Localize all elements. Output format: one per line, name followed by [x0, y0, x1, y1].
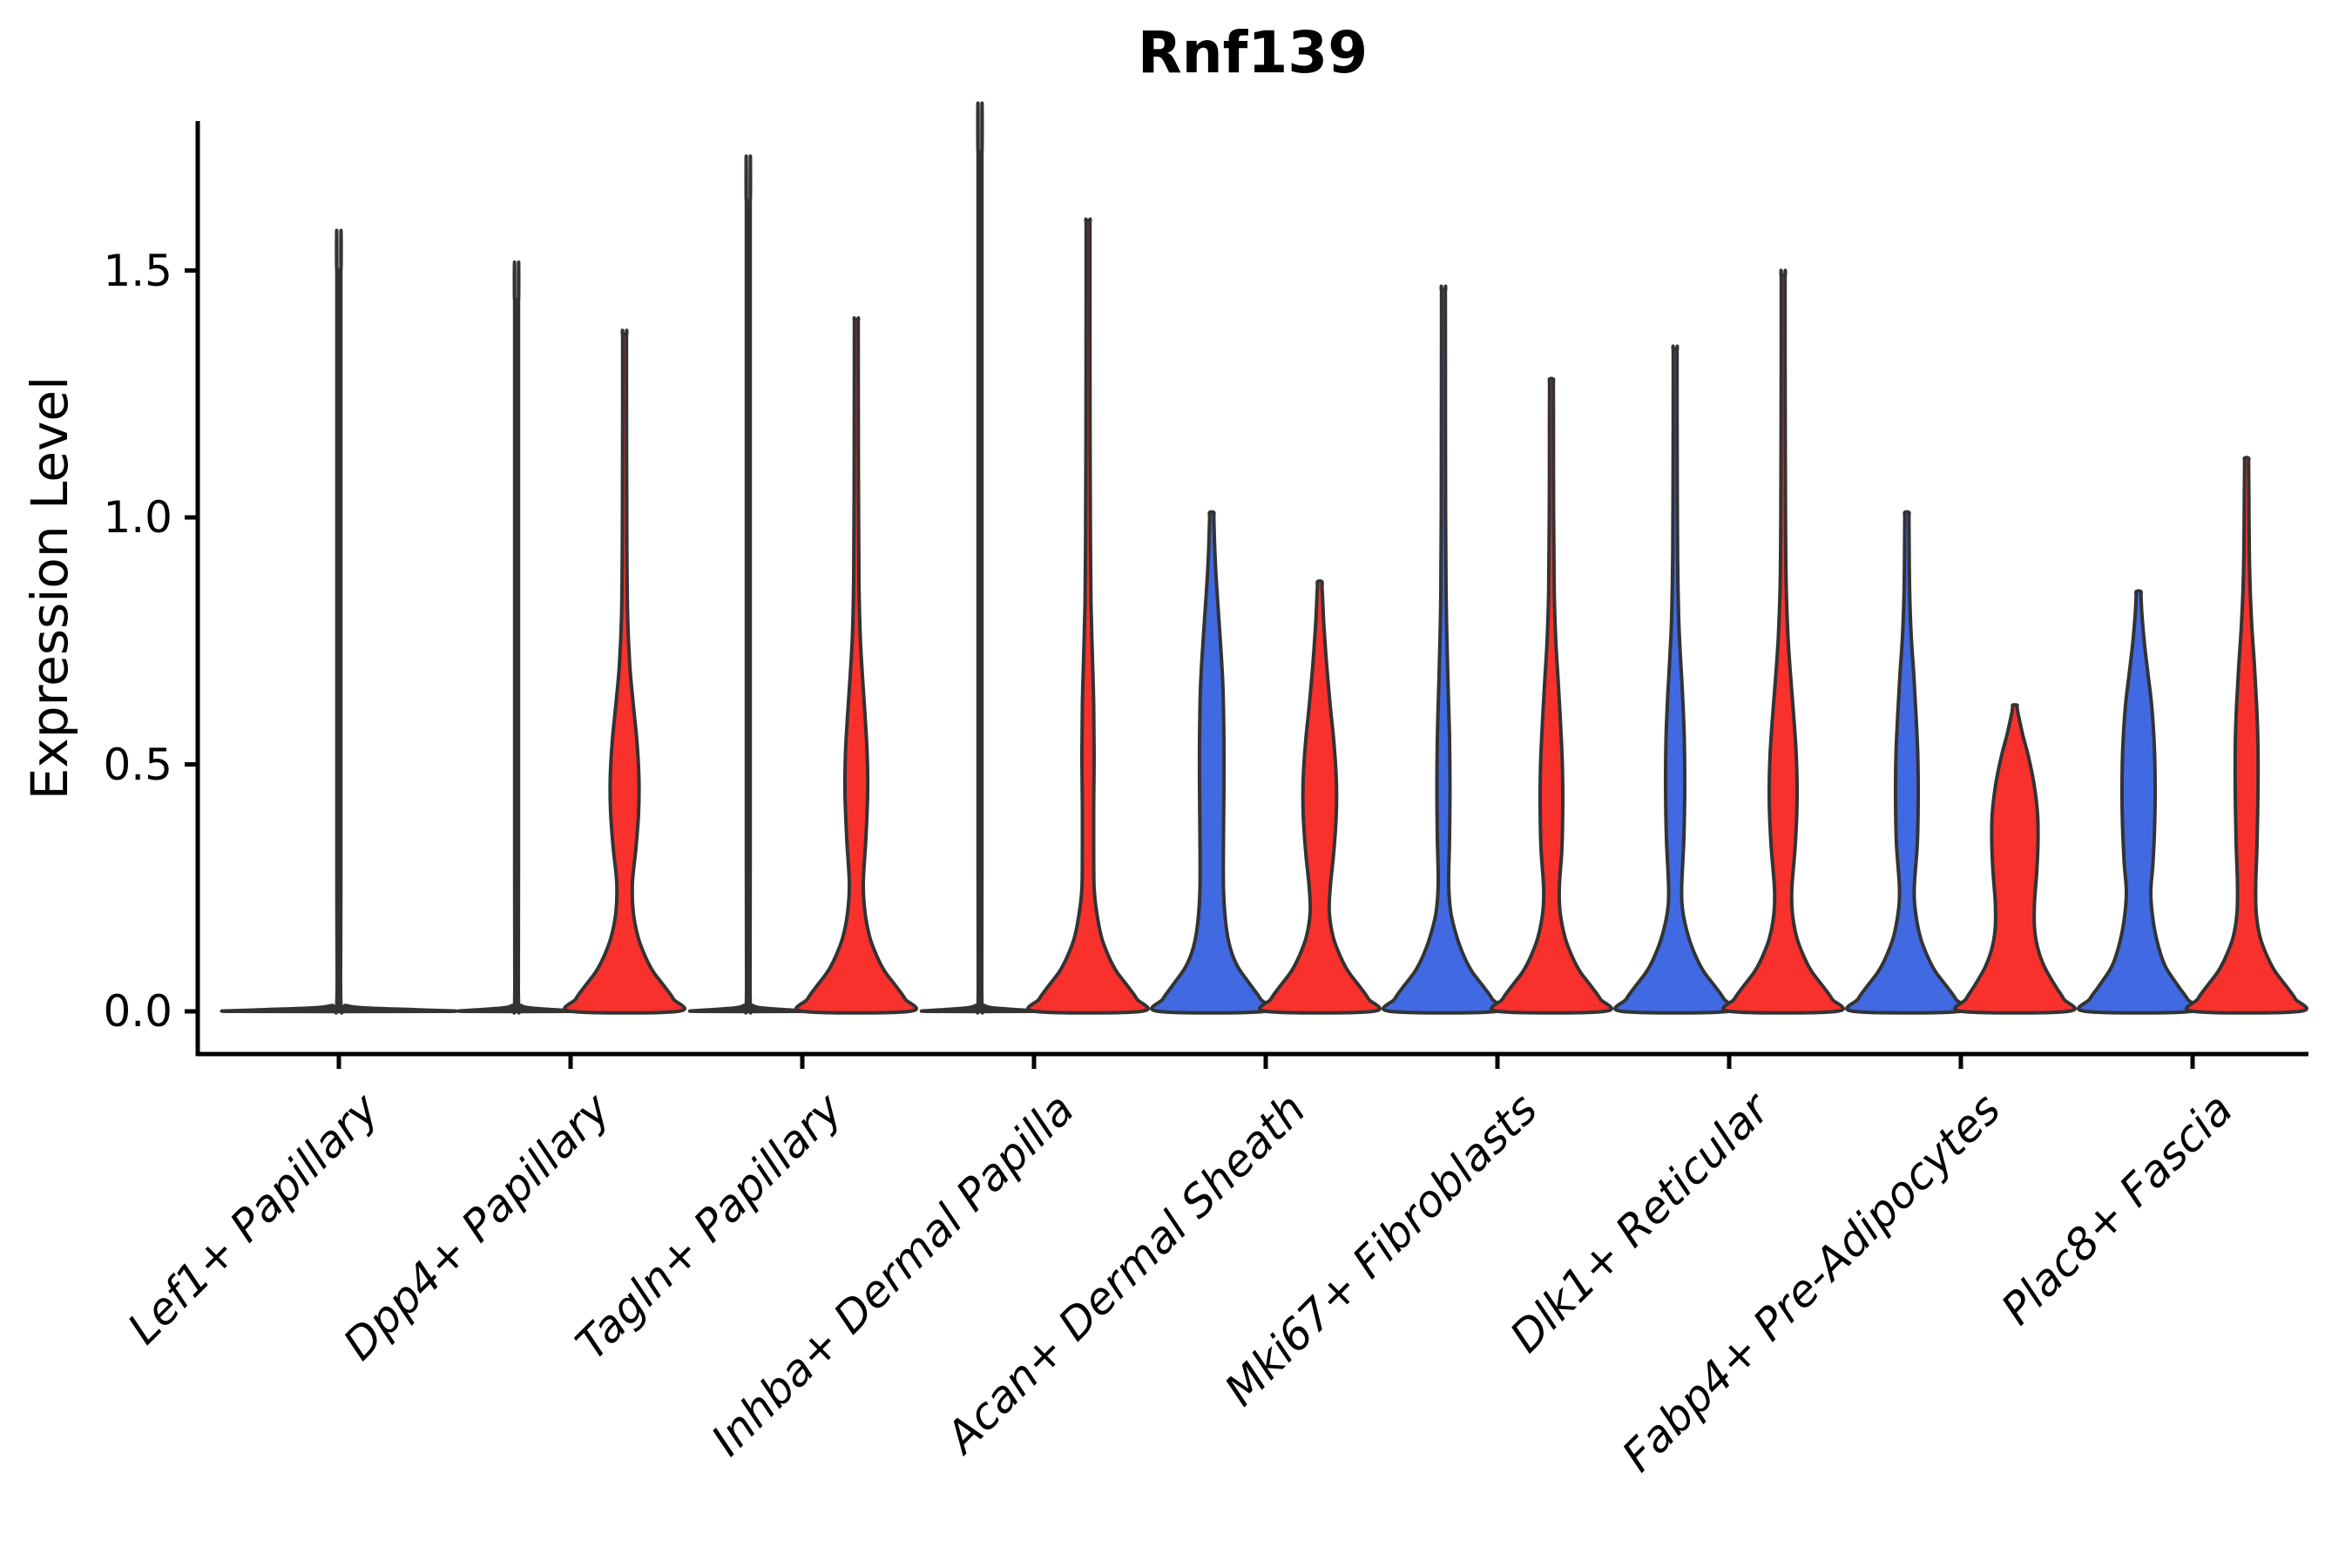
y-tick-label: 1.5	[103, 245, 172, 296]
violin-6-red	[1721, 268, 1845, 1015]
violin-3-blue	[919, 101, 1041, 1015]
violin-8-blue	[2077, 589, 2200, 1015]
y-tick-label: 0.0	[103, 986, 172, 1037]
violin-8-red	[2185, 456, 2308, 1015]
violin-1-red	[563, 328, 686, 1015]
violin-2-red	[794, 316, 918, 1015]
violin-4-blue	[1150, 510, 1274, 1015]
violin-0-single	[220, 228, 458, 1015]
y-tick-label: 0.5	[103, 739, 172, 790]
violin-5-red	[1490, 376, 1613, 1015]
violin-3-red	[1026, 217, 1150, 1015]
violin-1-blue	[456, 260, 578, 1015]
violin-5-blue	[1382, 284, 1505, 1015]
y-tick-label: 1.0	[103, 492, 172, 543]
y-axis-label: Expression Level	[20, 375, 79, 801]
violin-2-blue	[687, 154, 809, 1015]
violin-7-red	[1953, 703, 2077, 1015]
violin-7-blue	[1845, 510, 1969, 1015]
violin-4-red	[1258, 579, 1382, 1015]
violin-6-blue	[1613, 344, 1737, 1015]
chart-title: Rnf139	[1137, 19, 1369, 86]
